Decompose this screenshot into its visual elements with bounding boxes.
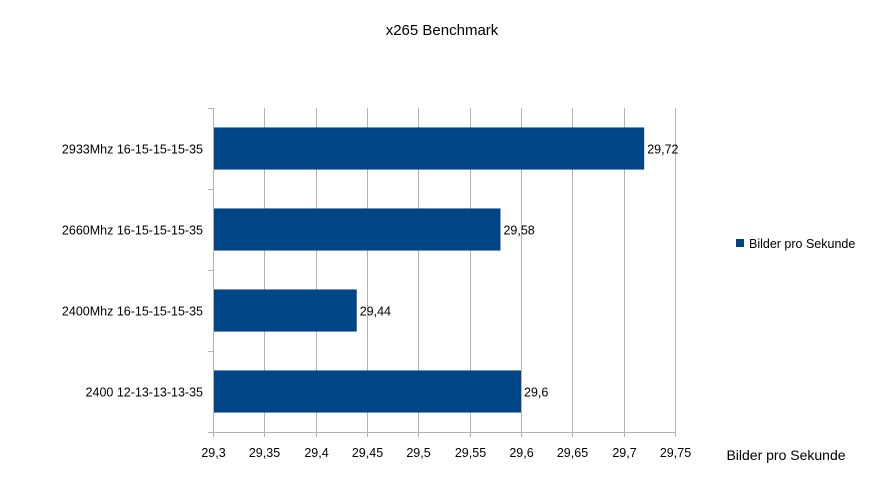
x-axis-title: Bilder pro Sekunde bbox=[726, 447, 845, 463]
x-tick-label: 29,6 bbox=[509, 446, 533, 460]
x-tick-label: 29,65 bbox=[557, 446, 588, 460]
x-tick-label: 29,45 bbox=[352, 446, 383, 460]
x-tick-labels: 29,3 29,35 29,4 29,45 29,5 29,55 29,6 29,65 29,7… bbox=[201, 446, 691, 460]
x-tick-label: 29,5 bbox=[406, 446, 430, 460]
bar bbox=[214, 127, 645, 170]
category-label: 2933Mhz 16-15-15-15-35 bbox=[62, 143, 203, 157]
bar-value-label: 29,72 bbox=[647, 143, 678, 157]
x-tick-label: 29,4 bbox=[304, 446, 328, 460]
bars bbox=[214, 127, 645, 413]
bar bbox=[214, 208, 501, 251]
category-label: 2400Mhz 16-15-15-15-35 bbox=[62, 305, 203, 319]
x-tick-label: 29,55 bbox=[455, 446, 486, 460]
x-tick-label: 29,3 bbox=[201, 446, 225, 460]
legend-swatch bbox=[736, 239, 744, 247]
bar-value-label: 29,6 bbox=[524, 386, 548, 400]
x-tick-label: 29,7 bbox=[612, 446, 636, 460]
bar bbox=[214, 370, 521, 413]
legend-label: Bilder pro Sekunde bbox=[749, 237, 855, 251]
x-tick-label: 29,75 bbox=[660, 446, 691, 460]
data-labels: 29,72 29,58 29,44 29,6 bbox=[360, 143, 679, 400]
bar-value-label: 29,58 bbox=[503, 224, 534, 238]
legend: Bilder pro Sekunde bbox=[736, 237, 855, 251]
category-label: 2660Mhz 16-15-15-15-35 bbox=[62, 224, 203, 238]
bar-value-label: 29,44 bbox=[360, 305, 391, 319]
chart-title: x265 Benchmark bbox=[386, 22, 499, 39]
x-tick-label: 29,35 bbox=[249, 446, 280, 460]
bar bbox=[214, 289, 357, 332]
category-labels: 2933Mhz 16-15-15-15-35 2660Mhz 16-15-15-1… bbox=[62, 143, 203, 400]
category-label: 2400 12-13-13-13-35 bbox=[86, 386, 203, 400]
